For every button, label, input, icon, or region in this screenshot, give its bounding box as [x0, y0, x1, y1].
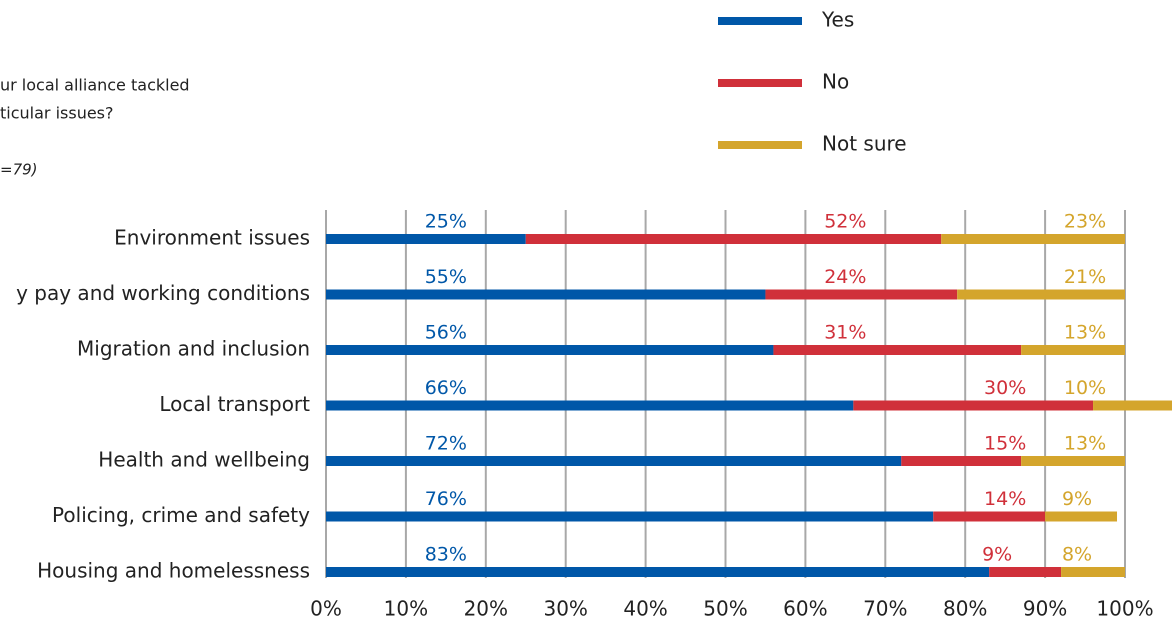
- bar-segment: [326, 400, 854, 411]
- value-label: 56%: [425, 322, 467, 344]
- value-label: 66%: [425, 377, 467, 399]
- x-tick-label: 70%: [863, 597, 907, 621]
- title-line: ur local alliance tackled: [0, 76, 190, 95]
- bar-segment: [1061, 567, 1125, 577]
- value-label: 83%: [425, 544, 467, 566]
- bar-segment: [326, 511, 934, 522]
- bar-segment: [773, 345, 1022, 355]
- x-tick-label: 50%: [703, 597, 747, 621]
- value-label: 15%: [984, 433, 1026, 455]
- value-label: 24%: [824, 266, 866, 288]
- x-tick-label: 10%: [384, 597, 428, 621]
- legend-label: No: [822, 70, 849, 94]
- bar-segment: [1021, 345, 1125, 355]
- value-label: 72%: [425, 433, 467, 455]
- bar-segment: [989, 567, 1062, 577]
- bar-segment: [1093, 400, 1172, 411]
- x-tick-label: 20%: [464, 597, 508, 621]
- category-label: Migration and inclusion: [77, 337, 310, 361]
- bar-segment: [853, 400, 1094, 411]
- bar-segment: [901, 456, 1022, 466]
- bar-segment: [933, 511, 1046, 522]
- x-tick-label: 100%: [1096, 597, 1153, 621]
- bar-segment: [326, 567, 990, 577]
- value-label: 76%: [425, 488, 467, 510]
- value-label: 31%: [824, 322, 866, 344]
- category-label: y pay and working conditions: [16, 281, 310, 305]
- value-label: 14%: [984, 488, 1026, 510]
- x-tick-label: 30%: [543, 597, 587, 621]
- value-label: 52%: [824, 211, 866, 233]
- bar-segment: [326, 234, 526, 244]
- value-label: 8%: [1062, 544, 1092, 566]
- category-label: Housing and homelessness: [37, 559, 310, 583]
- bar-segment: [525, 234, 942, 244]
- bar-segment: [941, 234, 1125, 244]
- title-line: ticular issues?: [0, 104, 114, 123]
- legend-label: Yes: [821, 8, 854, 32]
- bar-segment: [1021, 456, 1125, 466]
- category-label: Health and wellbeing: [98, 448, 310, 472]
- x-tick-label: 90%: [1023, 597, 1067, 621]
- category-label: Policing, crime and safety: [52, 503, 310, 527]
- value-label: 55%: [425, 266, 467, 288]
- bar-segment: [765, 289, 958, 300]
- value-label: 13%: [1064, 322, 1106, 344]
- value-label: 23%: [1064, 211, 1106, 233]
- value-label: 30%: [984, 377, 1026, 399]
- x-tick-label: 40%: [623, 597, 667, 621]
- value-label: 10%: [1064, 377, 1106, 399]
- value-label: 13%: [1064, 433, 1106, 455]
- value-label: 9%: [982, 544, 1012, 566]
- category-label: Local transport: [159, 392, 310, 416]
- bar-segment: [326, 289, 766, 300]
- value-label: 9%: [1062, 488, 1092, 510]
- bar-segment: [326, 345, 774, 355]
- value-label: 21%: [1064, 266, 1106, 288]
- bar-segment: [957, 289, 1125, 300]
- legend-label: Not sure: [822, 132, 907, 156]
- bar-segment: [326, 456, 902, 466]
- x-tick-label: 80%: [943, 597, 987, 621]
- category-label: Environment issues: [114, 226, 310, 250]
- x-tick-label: 0%: [310, 597, 342, 621]
- x-tick-label: 60%: [783, 597, 827, 621]
- bar-segment: [1045, 511, 1118, 522]
- value-label: 25%: [425, 211, 467, 233]
- note: =79): [0, 161, 38, 179]
